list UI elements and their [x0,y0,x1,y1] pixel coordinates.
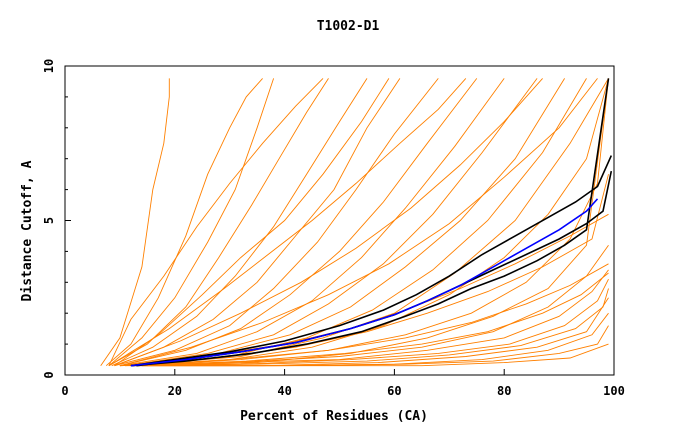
x-tick-label: 40 [277,384,291,398]
y-axis-label: Distance Cutoff, A [20,160,35,301]
x-tick-label: 0 [61,384,68,398]
series-line-orange-curve-16 [130,78,609,367]
series-line-black-curve-3 [130,78,610,367]
y-tick-label: 0 [42,371,56,378]
chart-title: T1002-D1 [317,19,380,34]
series-line-orange-curve-26 [141,343,609,367]
series-line-orange-curve-02 [105,78,263,367]
series-line-orange-curve-19 [119,244,609,367]
series-line-orange-curve-12 [130,78,587,367]
y-tick-label: 10 [42,59,56,73]
series-line-orange-curve-08 [119,78,478,367]
x-tick-label: 20 [168,384,182,398]
series-line-black-curve-1 [130,155,613,367]
series-line-orange-curve-07 [114,78,439,367]
x-tick-label: 100 [603,384,625,398]
series-line-orange-curve-20 [119,269,609,367]
series-line-orange-curve-01 [100,78,170,366]
series-line-orange-curve-17 [141,78,609,367]
series-line-orange-curve-21 [125,278,609,367]
axis-layer: 0 20 40 60 80 100 0 5 10 [42,59,625,398]
series-line-orange-curve-09 [119,78,505,367]
series-line-orange-curve-05 [111,78,368,367]
series-line-orange-curve-10 [125,78,538,367]
y-tick-label: 5 [42,217,56,224]
series-line-orange-curve-33 [119,78,598,367]
x-tick-label: 80 [497,384,511,398]
series-line-orange-curve-22 [130,288,609,367]
series-line-orange-curve-03 [108,78,275,367]
series-line-orange-curve-27 [130,263,609,367]
series-line-orange-curve-06 [114,78,401,367]
series-line-orange-curve-32 [114,78,543,367]
series-line-orange-curve-28 [136,272,609,367]
series-layer [100,78,613,367]
series-line-orange-curve-11 [125,78,565,367]
series-line-orange-curve-15 [108,78,467,367]
series-line-orange-curve-31 [108,78,324,366]
series-line-blue-curve [130,198,599,367]
x-tick-label: 60 [387,384,401,398]
series-line-orange-curve-14 [114,78,390,367]
x-axis-label: Percent of Residues (CA) [240,409,428,424]
